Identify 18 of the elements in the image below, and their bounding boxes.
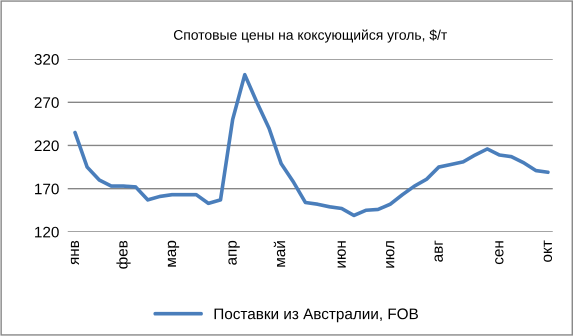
line-series bbox=[73, 72, 550, 218]
y-tick-label: 120 bbox=[35, 226, 59, 238]
y-tick-label: 220 bbox=[34, 140, 59, 152]
x-tick-label: июл bbox=[386, 241, 394, 268]
y-tick-label: 170 bbox=[35, 184, 59, 194]
x-tick-label: янв bbox=[70, 240, 79, 265]
chart-title: Спотовые цены на коксующийся уголь, $/т bbox=[174, 29, 448, 43]
y-tick-label: 270 bbox=[34, 97, 59, 108]
x-tick-label: мар bbox=[168, 240, 180, 267]
legend-label: Поставки из Австралии, FOB bbox=[214, 308, 418, 322]
x-tick-label: сен bbox=[495, 241, 504, 264]
x-tick-label: апр bbox=[228, 240, 240, 265]
x-tick-label: май bbox=[274, 241, 286, 267]
y-tick-label: 320 bbox=[34, 54, 59, 65]
x-tick-label: окт bbox=[544, 240, 552, 262]
x-tick-label: авг bbox=[434, 240, 443, 262]
x-tick-label: фев bbox=[116, 240, 131, 269]
x-tick-label: июн bbox=[338, 241, 346, 268]
